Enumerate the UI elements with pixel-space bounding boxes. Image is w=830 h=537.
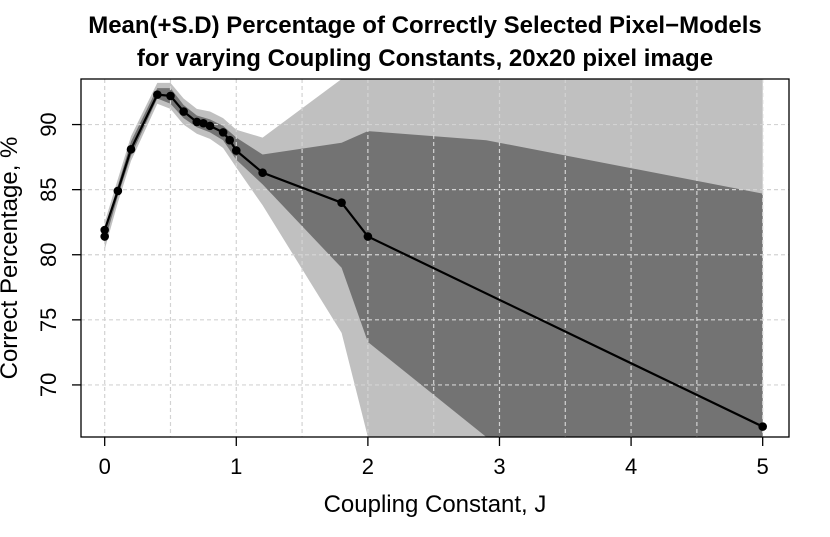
data-point xyxy=(199,118,208,128)
data-point xyxy=(153,90,162,99)
y-axis-label: Correct Percentage, % xyxy=(0,137,23,380)
chart-subtitle: for varying Coupling Constants, 20x20 pi… xyxy=(137,45,713,72)
data-point xyxy=(337,198,346,207)
data-point xyxy=(225,135,235,145)
data-point xyxy=(113,186,123,196)
data-point xyxy=(363,232,373,241)
y-tick-label: 70 xyxy=(36,373,61,397)
x-tick-label: 1 xyxy=(230,454,242,479)
x-tick-label: 0 xyxy=(99,454,111,479)
y-tick-label: 85 xyxy=(36,177,61,201)
x-axis: 0 1 2 3 4 5 xyxy=(99,437,769,479)
x-tick-label: 4 xyxy=(625,454,637,479)
data-point xyxy=(231,146,241,155)
data-point xyxy=(758,422,767,431)
data-point xyxy=(166,91,175,101)
y-axis: 70 75 80 85 90 xyxy=(36,112,81,397)
x-tick-label: 5 xyxy=(757,454,769,479)
y-tick-label: 75 xyxy=(36,308,61,332)
data-point xyxy=(126,144,136,154)
chart-title: Mean(+S.D) Percentage of Correctly Selec… xyxy=(88,12,762,39)
x-tick-label: 2 xyxy=(362,454,374,479)
data-point xyxy=(100,225,109,235)
data-point xyxy=(205,121,215,131)
data-point xyxy=(192,117,202,127)
data-points xyxy=(100,90,767,431)
data-point xyxy=(218,128,228,137)
y-tick-label: 90 xyxy=(36,112,61,136)
x-tick-label: 3 xyxy=(493,454,505,479)
y-tick-label: 80 xyxy=(36,243,61,267)
data-point xyxy=(179,107,188,116)
grid xyxy=(81,79,789,437)
plot-frame xyxy=(80,78,790,438)
data-point xyxy=(258,168,267,178)
data-point xyxy=(100,232,109,241)
x-axis-label: Coupling Constant, J xyxy=(324,491,547,518)
